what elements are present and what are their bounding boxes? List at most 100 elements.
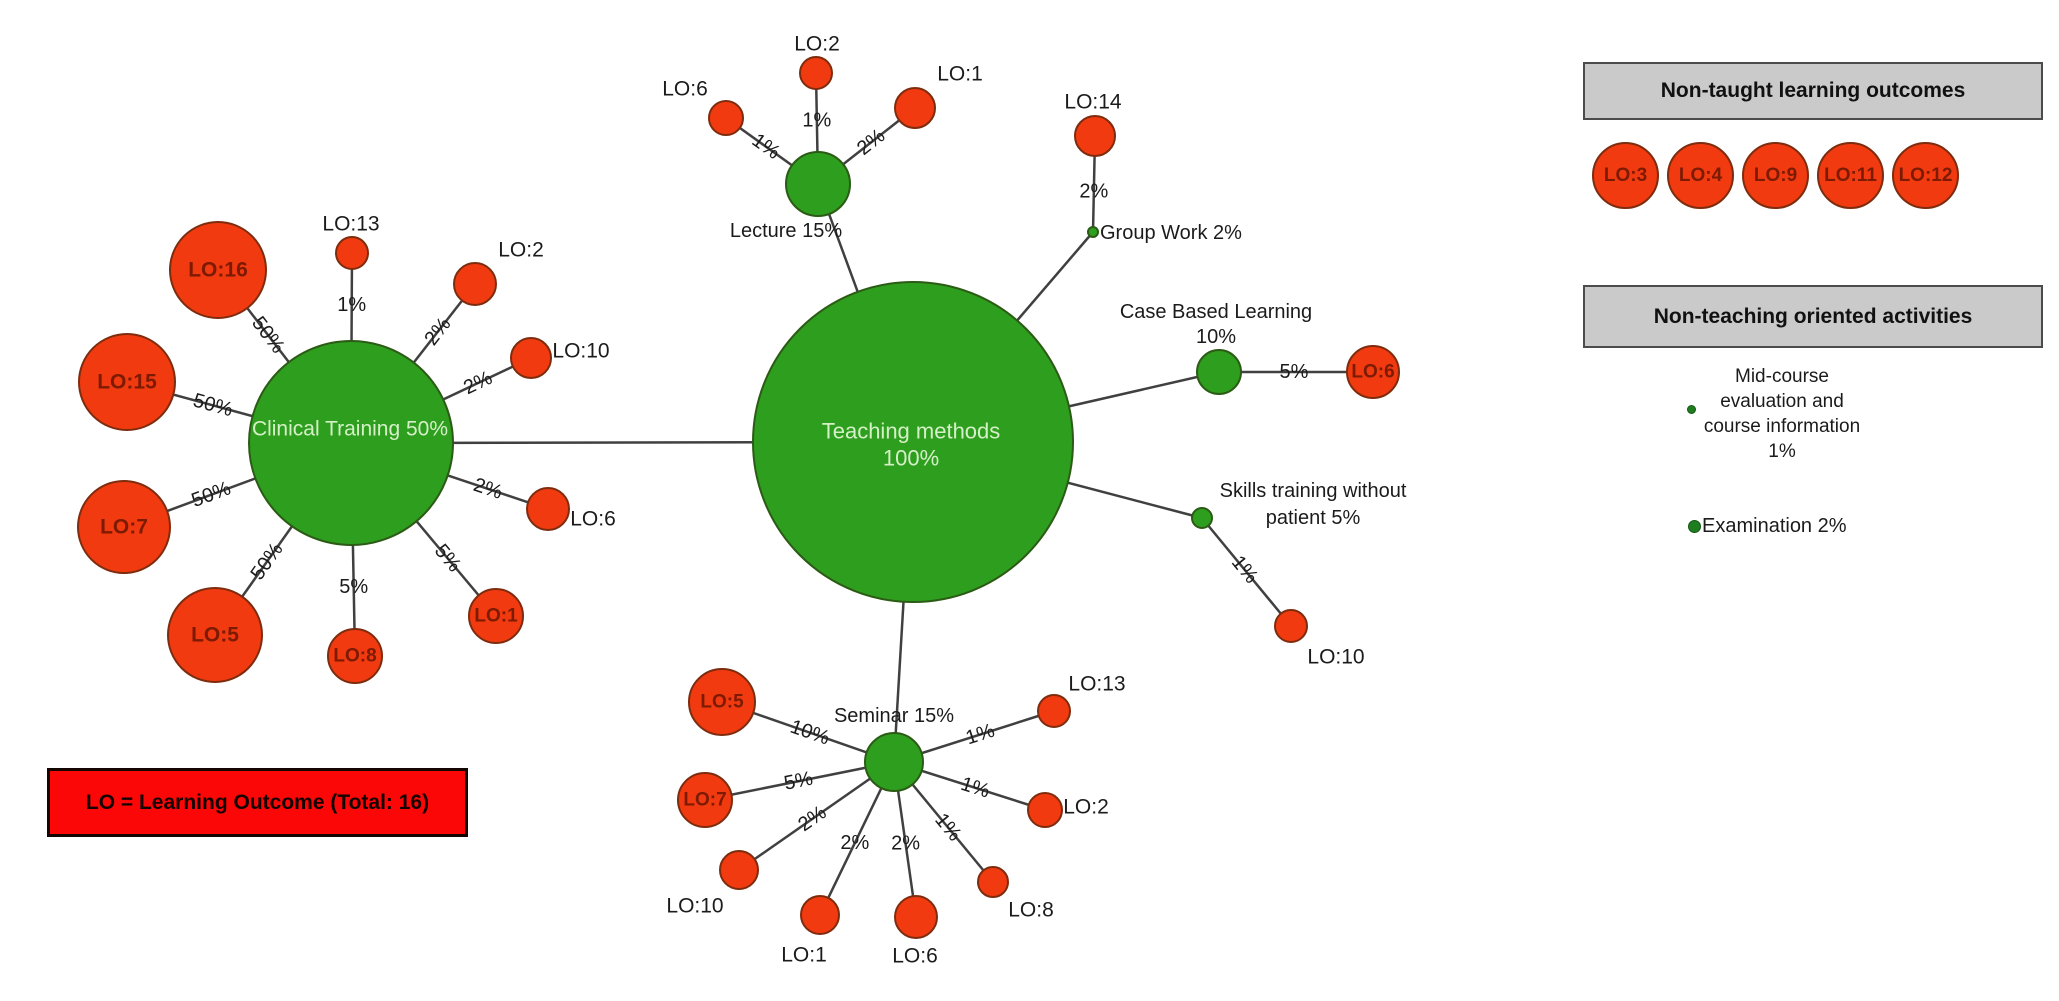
outcome-label-clinical-lo-16: LO:16 [188, 259, 248, 282]
pct-label-groupwork-lo-14: 2% [1079, 180, 1108, 202]
outcome-label-clinical-lo-6: LO:6 [570, 508, 616, 531]
pct-label-clinical-lo-8: 5% [339, 576, 368, 598]
node-skills [1191, 507, 1213, 529]
node-clinical-lo-15 [78, 333, 176, 431]
node-lecture [785, 151, 851, 217]
outcome-label-seminar-lo-1: LO:1 [781, 944, 827, 967]
node-clinical [248, 340, 454, 546]
pct-label-clinical-lo-5: 50% [247, 539, 288, 585]
pct-label-clinical-lo-1: 5% [430, 540, 466, 576]
pct-label-clinical-lo-15: 50% [191, 390, 236, 422]
pct-label-clinical-lo-2: 2% [420, 313, 455, 349]
outcome-label-seminar-lo-13: LO:13 [1068, 673, 1125, 696]
outcome-label-clinical-lo-15: LO:15 [97, 371, 157, 394]
outcome-label-clinical-lo-2: LO:2 [498, 239, 544, 262]
pct-label-cbl-lo-6: 5% [1280, 361, 1309, 383]
pct-label-seminar-lo-8: 1% [930, 809, 966, 845]
examination-dot-icon [1688, 520, 1701, 533]
mid-course-activity: Mid-course evaluation and course informa… [1659, 364, 1905, 464]
lecture-label: Lecture 15% [730, 220, 843, 242]
teaching-methods-label: Teaching methods [822, 419, 1001, 444]
outcome-label-clinical-lo-7: LO:7 [100, 516, 148, 539]
node-seminar-lo-10 [719, 850, 759, 890]
nodes-layer [77, 56, 1400, 939]
outcome-label-groupwork-lo-14: LO:14 [1064, 91, 1122, 114]
examination-activity: Examination 2% [1688, 515, 1847, 538]
outcome-label-seminar-lo-7: LO:7 [683, 790, 726, 811]
node-cbl-lo-6 [1346, 345, 1400, 399]
node-clinical-lo-7 [77, 480, 171, 574]
non-taught-outcome-circle: LO:11 [1817, 142, 1884, 209]
node-skills-lo-10 [1274, 609, 1308, 643]
cbl-label: Case Based Learning [1120, 301, 1312, 323]
outcome-label-clinical-lo-13: LO:13 [322, 213, 379, 236]
pct-label-seminar-lo-13: 1% [963, 720, 997, 750]
outcome-label-lecture-lo-6: LO:6 [662, 78, 708, 101]
clinical-label: Clinical Training 50% [252, 418, 448, 441]
pct-label-seminar-lo-1: 2% [840, 832, 869, 854]
pct-label-lecture-lo-6: 1% [748, 129, 784, 164]
outcome-label-clinical-lo-5: LO:5 [191, 624, 239, 647]
node-groupwork-lo-14 [1074, 115, 1116, 157]
groupwork-label: Group Work 2% [1100, 222, 1242, 244]
node-seminar-lo-13 [1037, 694, 1071, 728]
node-clinical-lo-13 [335, 236, 369, 270]
outcome-label-lecture-lo-2: LO:2 [794, 33, 840, 56]
pct-label-clinical-lo-10: 2% [460, 367, 496, 399]
node-seminar-lo-1 [800, 895, 840, 935]
cbl-label: 10% [1196, 326, 1236, 348]
seminar-label: Seminar 15% [834, 705, 954, 727]
outcome-label-clinical-lo-8: LO:8 [333, 646, 376, 667]
node-clinical-lo-5 [167, 587, 263, 683]
outcome-label-cbl-lo-6: LO:6 [1351, 362, 1394, 383]
skills-label: Skills training without [1220, 480, 1407, 502]
node-groupwork [1087, 226, 1099, 238]
mid-course-line: course information [1703, 416, 1861, 437]
pct-label-clinical-lo-13: 1% [337, 294, 366, 316]
pct-label-clinical-lo-6: 2% [471, 474, 506, 504]
node-seminar-lo-8 [977, 866, 1009, 898]
non-taught-outcome-circle: LO:9 [1742, 142, 1809, 209]
pct-label-seminar-lo-2: 1% [958, 773, 992, 803]
edge-seminar-lo-7 [704, 760, 895, 802]
outcome-label-lecture-lo-1: LO:1 [937, 63, 983, 86]
examination-label: Examination 2% [1702, 515, 1847, 537]
node-clinical-lo-8 [327, 628, 383, 684]
pct-label-lecture-lo-1: 2% [853, 125, 889, 160]
pct-label-lecture-lo-2: 1% [802, 110, 831, 132]
skills-label: patient 5% [1266, 507, 1361, 529]
pct-label-skills-lo-10: 1% [1227, 552, 1262, 588]
outcome-label-seminar-lo-10: LO:10 [666, 895, 723, 918]
node-cbl [1196, 349, 1242, 395]
non-taught-header: Non-taught learning outcomes [1583, 62, 2043, 120]
pct-label-seminar-lo-6: 2% [891, 832, 920, 854]
mid-course-dot-icon [1687, 405, 1696, 414]
node-lecture-lo-6 [708, 100, 744, 136]
node-clinical-lo-10 [510, 337, 552, 379]
non-taught-outcomes-row: LO:3 LO:4 LO:9 LO:11 LO:12 [1592, 142, 1959, 209]
non-taught-outcome-circle: LO:12 [1892, 142, 1959, 209]
node-lecture-lo-2 [799, 56, 833, 90]
pct-label-seminar-lo-10: 2% [794, 801, 830, 836]
outcome-label-clinical-lo-10: LO:10 [552, 340, 609, 363]
legend-box: LO = Learning Outcome (Total: 16) [47, 768, 468, 837]
node-clinical-lo-2 [453, 262, 497, 306]
node-clinical-lo-1 [468, 588, 524, 644]
teaching-methods-label: 100% [883, 446, 939, 471]
mid-course-line: Mid-course [1735, 366, 1829, 387]
node-seminar-lo-2 [1027, 792, 1063, 828]
node-lecture-lo-1 [894, 87, 936, 129]
node-teaching-methods [752, 281, 1074, 603]
non-taught-outcome-circle: LO:4 [1667, 142, 1734, 209]
outcome-label-seminar-lo-8: LO:8 [1008, 899, 1054, 922]
pct-label-clinical-lo-16: 50% [247, 313, 289, 358]
non-teaching-header: Non-teaching oriented activities [1583, 285, 2043, 348]
pct-label-seminar-lo-7: 5% [782, 768, 815, 795]
mid-course-line: evaluation and [1720, 391, 1844, 412]
node-seminar-lo-5 [688, 668, 756, 736]
outcome-label-seminar-lo-6: LO:6 [892, 945, 938, 968]
legend-text: LO = Learning Outcome (Total: 16) [85, 790, 430, 814]
outcome-label-skills-lo-10: LO:10 [1307, 646, 1364, 669]
pct-label-clinical-lo-7: 50% [189, 477, 234, 512]
